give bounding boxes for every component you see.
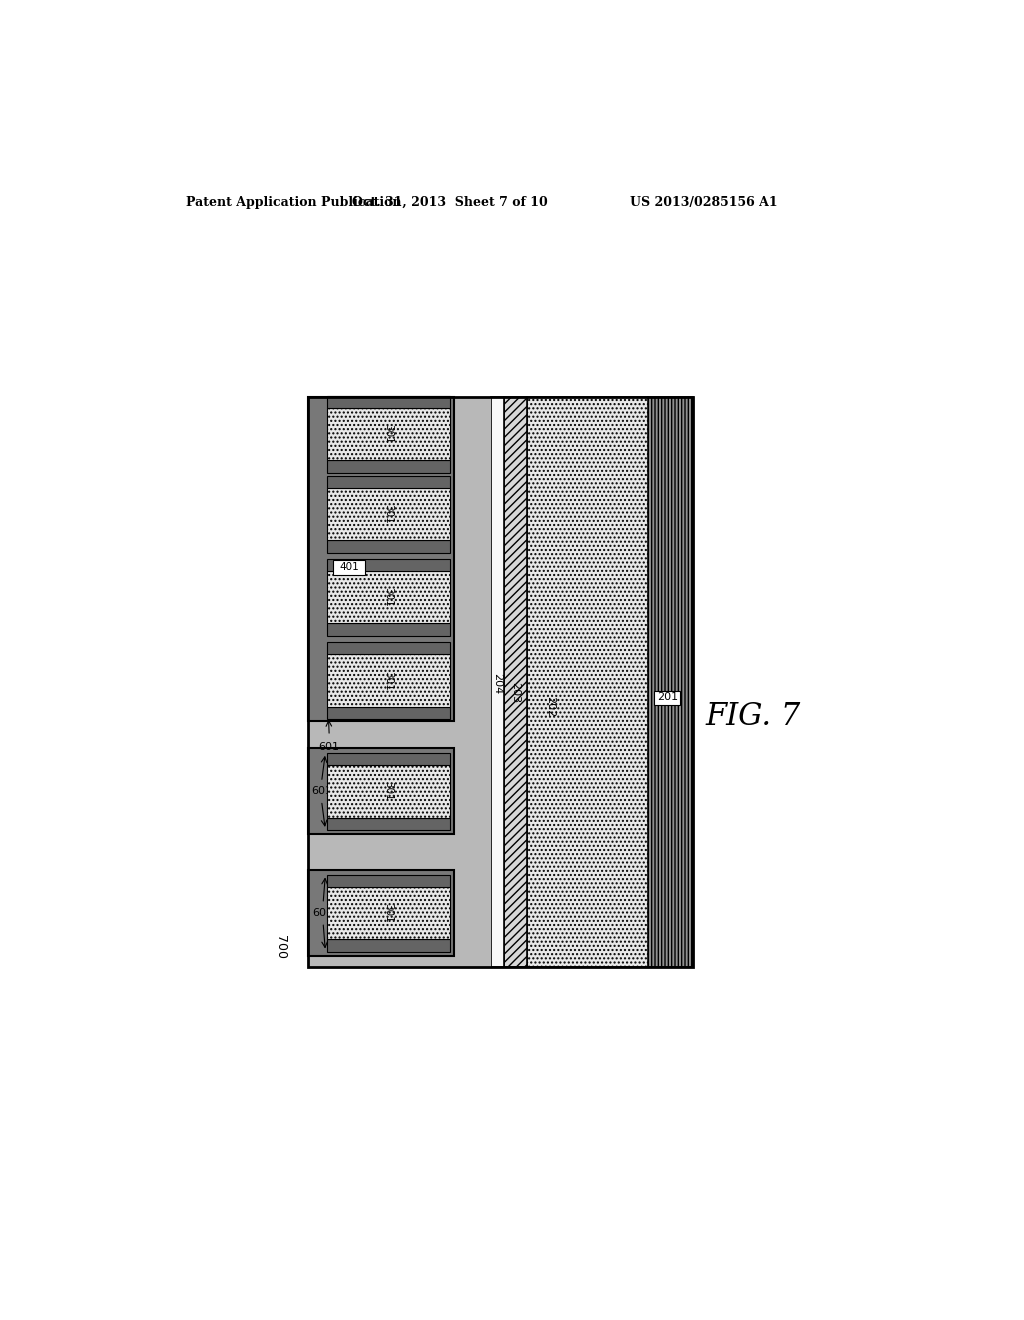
Bar [654, 692, 680, 705]
Bar [327, 642, 451, 655]
Text: US 2013/0285156 A1: US 2013/0285156 A1 [630, 195, 777, 209]
Bar [327, 572, 451, 623]
Text: 301: 301 [384, 671, 393, 690]
Bar [327, 461, 451, 473]
Bar [327, 475, 451, 488]
Bar [648, 397, 692, 966]
Text: 301: 301 [384, 781, 393, 801]
Text: 401: 401 [339, 562, 359, 573]
Bar [327, 752, 451, 766]
Bar [307, 397, 454, 721]
Bar [504, 397, 527, 966]
Text: 700: 700 [274, 935, 287, 960]
Bar [307, 397, 692, 966]
Text: 601: 601 [312, 908, 334, 917]
Bar [327, 540, 451, 553]
Text: 203: 203 [511, 682, 520, 704]
Text: 601: 601 [311, 787, 332, 796]
Text: Patent Application Publication: Patent Application Publication [186, 195, 401, 209]
Text: Oct. 31, 2013  Sheet 7 of 10: Oct. 31, 2013 Sheet 7 of 10 [352, 195, 548, 209]
Text: 202: 202 [545, 696, 555, 717]
Bar [327, 706, 451, 719]
Text: 301: 301 [384, 504, 393, 524]
Bar [333, 560, 366, 576]
Text: 301: 301 [384, 587, 393, 607]
Bar [307, 748, 454, 834]
Text: 301: 301 [384, 903, 393, 923]
Bar [527, 397, 648, 966]
Bar [327, 766, 451, 817]
Text: 204: 204 [493, 673, 503, 694]
Text: FIG. 7: FIG. 7 [706, 701, 801, 733]
Bar [327, 558, 451, 572]
Bar [327, 817, 451, 830]
Bar [307, 870, 454, 956]
Text: 201: 201 [656, 693, 678, 702]
Text: 601: 601 [318, 742, 340, 752]
Bar [327, 887, 451, 940]
Bar [327, 655, 451, 706]
Bar [327, 408, 451, 461]
Bar [327, 623, 451, 636]
Bar [327, 875, 451, 887]
Bar [327, 396, 451, 408]
Bar [490, 397, 504, 966]
Text: 301: 301 [384, 424, 393, 444]
Bar [307, 397, 490, 966]
Bar [327, 940, 451, 952]
Bar [327, 488, 451, 540]
